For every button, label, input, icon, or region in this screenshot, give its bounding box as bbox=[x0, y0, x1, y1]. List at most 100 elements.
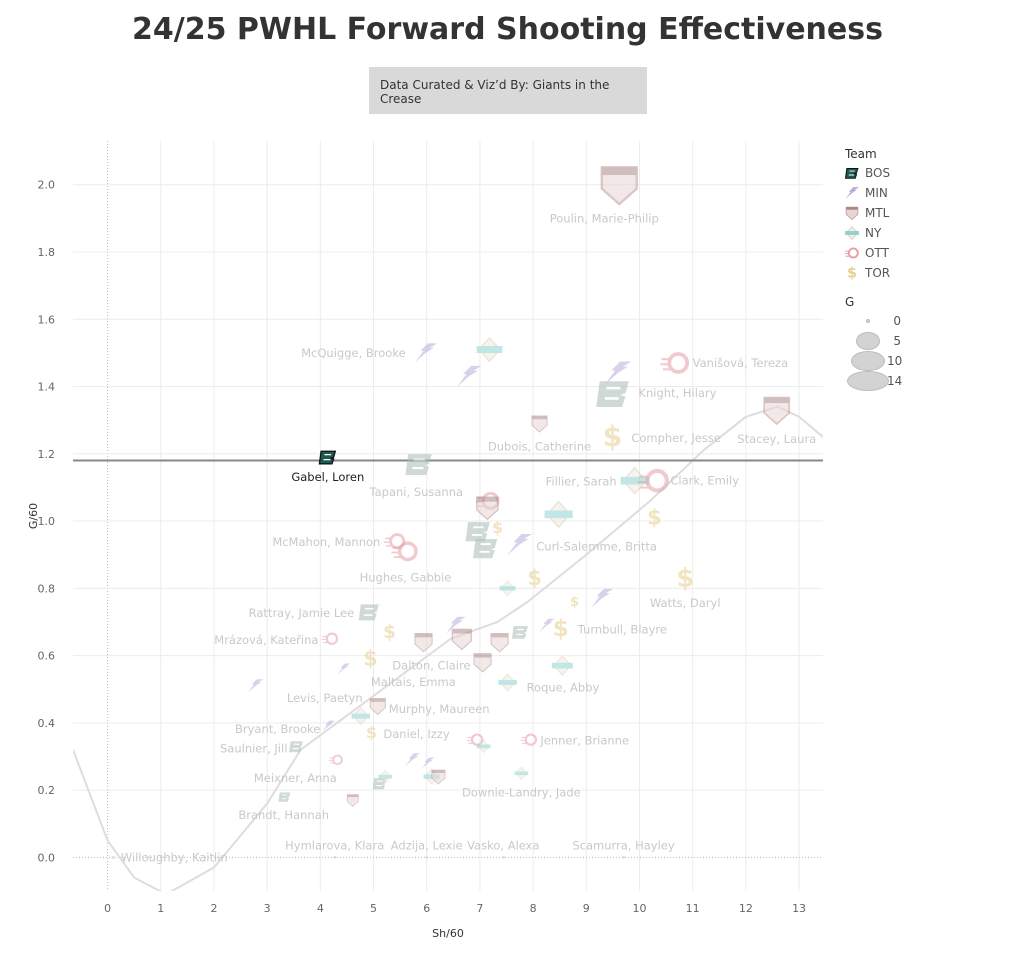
x-tick-label: 1 bbox=[157, 902, 164, 915]
shape bbox=[499, 586, 516, 591]
data-point bbox=[451, 628, 473, 651]
legend-item-tor[interactable]: $ TOR bbox=[845, 263, 901, 283]
data-point bbox=[421, 757, 435, 769]
shape bbox=[248, 679, 264, 693]
shape bbox=[322, 720, 336, 732]
min-logo-icon bbox=[337, 663, 351, 675]
min-logo-icon bbox=[591, 588, 614, 608]
point-label: Gabel, Loren bbox=[291, 470, 364, 484]
shape bbox=[397, 541, 418, 562]
shape bbox=[479, 543, 491, 553]
point-label: Scamurra, Hayley bbox=[572, 838, 675, 852]
shape bbox=[292, 743, 300, 750]
size-swatch bbox=[851, 351, 885, 371]
x-tick-label: 10 bbox=[632, 902, 646, 915]
bos-logo-icon bbox=[405, 454, 432, 475]
shape bbox=[415, 343, 438, 363]
zero-goal-dot bbox=[622, 855, 626, 859]
shape bbox=[376, 780, 383, 787]
data-point bbox=[431, 769, 446, 785]
x-axis-title: Sh/60 bbox=[432, 927, 464, 940]
min-logo-icon bbox=[457, 365, 482, 387]
shape bbox=[347, 794, 359, 798]
data-point: Meixner, Anna bbox=[254, 754, 343, 785]
mtl-logo-icon bbox=[451, 628, 473, 651]
shape bbox=[414, 633, 433, 638]
point-label: Curl-Salemme, Britta bbox=[536, 540, 657, 554]
tor-logo-icon: $ bbox=[366, 723, 377, 742]
shape bbox=[391, 546, 401, 559]
legend-item-bos[interactable]: BOS bbox=[845, 163, 901, 183]
shape bbox=[520, 736, 527, 744]
shape bbox=[472, 538, 498, 559]
data-point bbox=[472, 538, 498, 559]
data-point bbox=[511, 626, 528, 639]
legend-item-ny[interactable]: NY bbox=[845, 223, 901, 243]
point-label: Rattray, Jamie Lee bbox=[249, 606, 355, 620]
mtl-logo-icon bbox=[600, 166, 638, 206]
ny-logo-icon bbox=[845, 226, 859, 240]
min-logo-icon bbox=[604, 361, 632, 385]
data-point bbox=[476, 739, 491, 754]
legend-item-mtl[interactable]: MTL bbox=[845, 203, 901, 223]
shape bbox=[511, 626, 528, 639]
legend-item-min[interactable]: MIN bbox=[845, 183, 901, 203]
data-point: Fillier, Sarah bbox=[546, 466, 649, 495]
shape bbox=[498, 679, 517, 685]
shape bbox=[421, 757, 435, 769]
mtl-icon bbox=[845, 206, 859, 220]
data-point bbox=[248, 679, 264, 693]
shape bbox=[405, 454, 432, 475]
shape bbox=[848, 170, 855, 176]
ny-logo-icon bbox=[498, 673, 517, 692]
point-label: Vanišová, Tereza bbox=[693, 356, 788, 370]
data-point: Bryant, Brooke bbox=[235, 720, 336, 736]
shape bbox=[358, 604, 379, 621]
x-tick-label: 6 bbox=[423, 902, 430, 915]
data-point bbox=[591, 588, 614, 608]
bos-logo-icon bbox=[372, 778, 387, 790]
ny-logo-icon bbox=[551, 655, 573, 676]
tor-logo-icon: $ bbox=[492, 518, 503, 537]
shape bbox=[289, 741, 303, 753]
legend-item-ott[interactable]: OTT bbox=[845, 243, 901, 263]
min-logo-icon bbox=[322, 720, 336, 732]
data-point bbox=[539, 618, 555, 632]
y-tick-label: 0.0 bbox=[38, 851, 56, 864]
mtl-logo-icon bbox=[346, 794, 359, 807]
x-tick-label: 12 bbox=[739, 902, 753, 915]
shape bbox=[457, 365, 482, 387]
ott-logo-icon bbox=[321, 632, 339, 645]
data-point: Dubois, Catherine bbox=[488, 415, 591, 454]
mtl-logo-icon bbox=[845, 206, 859, 220]
data-point bbox=[414, 633, 433, 653]
trend-line bbox=[73, 405, 823, 891]
shape: $ bbox=[603, 420, 623, 453]
shape bbox=[412, 458, 425, 470]
shape bbox=[476, 497, 498, 502]
ny-logo-icon bbox=[620, 466, 649, 495]
ott-logo-icon bbox=[391, 541, 418, 562]
point-label: Poulin, Marie-Philip bbox=[550, 212, 659, 226]
legend-label: NY bbox=[865, 226, 882, 240]
ny-icon bbox=[845, 226, 859, 240]
data-point bbox=[378, 769, 393, 784]
shape bbox=[604, 386, 621, 400]
shape bbox=[531, 415, 548, 420]
y-tick-label: 2.0 bbox=[38, 179, 56, 192]
x-tick-label: 3 bbox=[264, 902, 271, 915]
shape: $ bbox=[363, 647, 378, 671]
point-label: Stacey, Laura bbox=[737, 432, 816, 446]
legend-label: BOS bbox=[865, 166, 891, 180]
data-point: Roque, Abby bbox=[498, 673, 600, 694]
shape: $ bbox=[366, 723, 377, 742]
min-logo-icon bbox=[445, 616, 466, 634]
shape bbox=[845, 231, 859, 235]
shape bbox=[604, 361, 632, 385]
ott-logo-icon bbox=[660, 352, 690, 374]
shape: $ bbox=[647, 505, 662, 529]
data-point: Hymlarova, Klara bbox=[285, 838, 384, 859]
data-point: $ Daniel, Izzy bbox=[366, 723, 450, 742]
y-tick-label: 1.8 bbox=[38, 246, 56, 259]
